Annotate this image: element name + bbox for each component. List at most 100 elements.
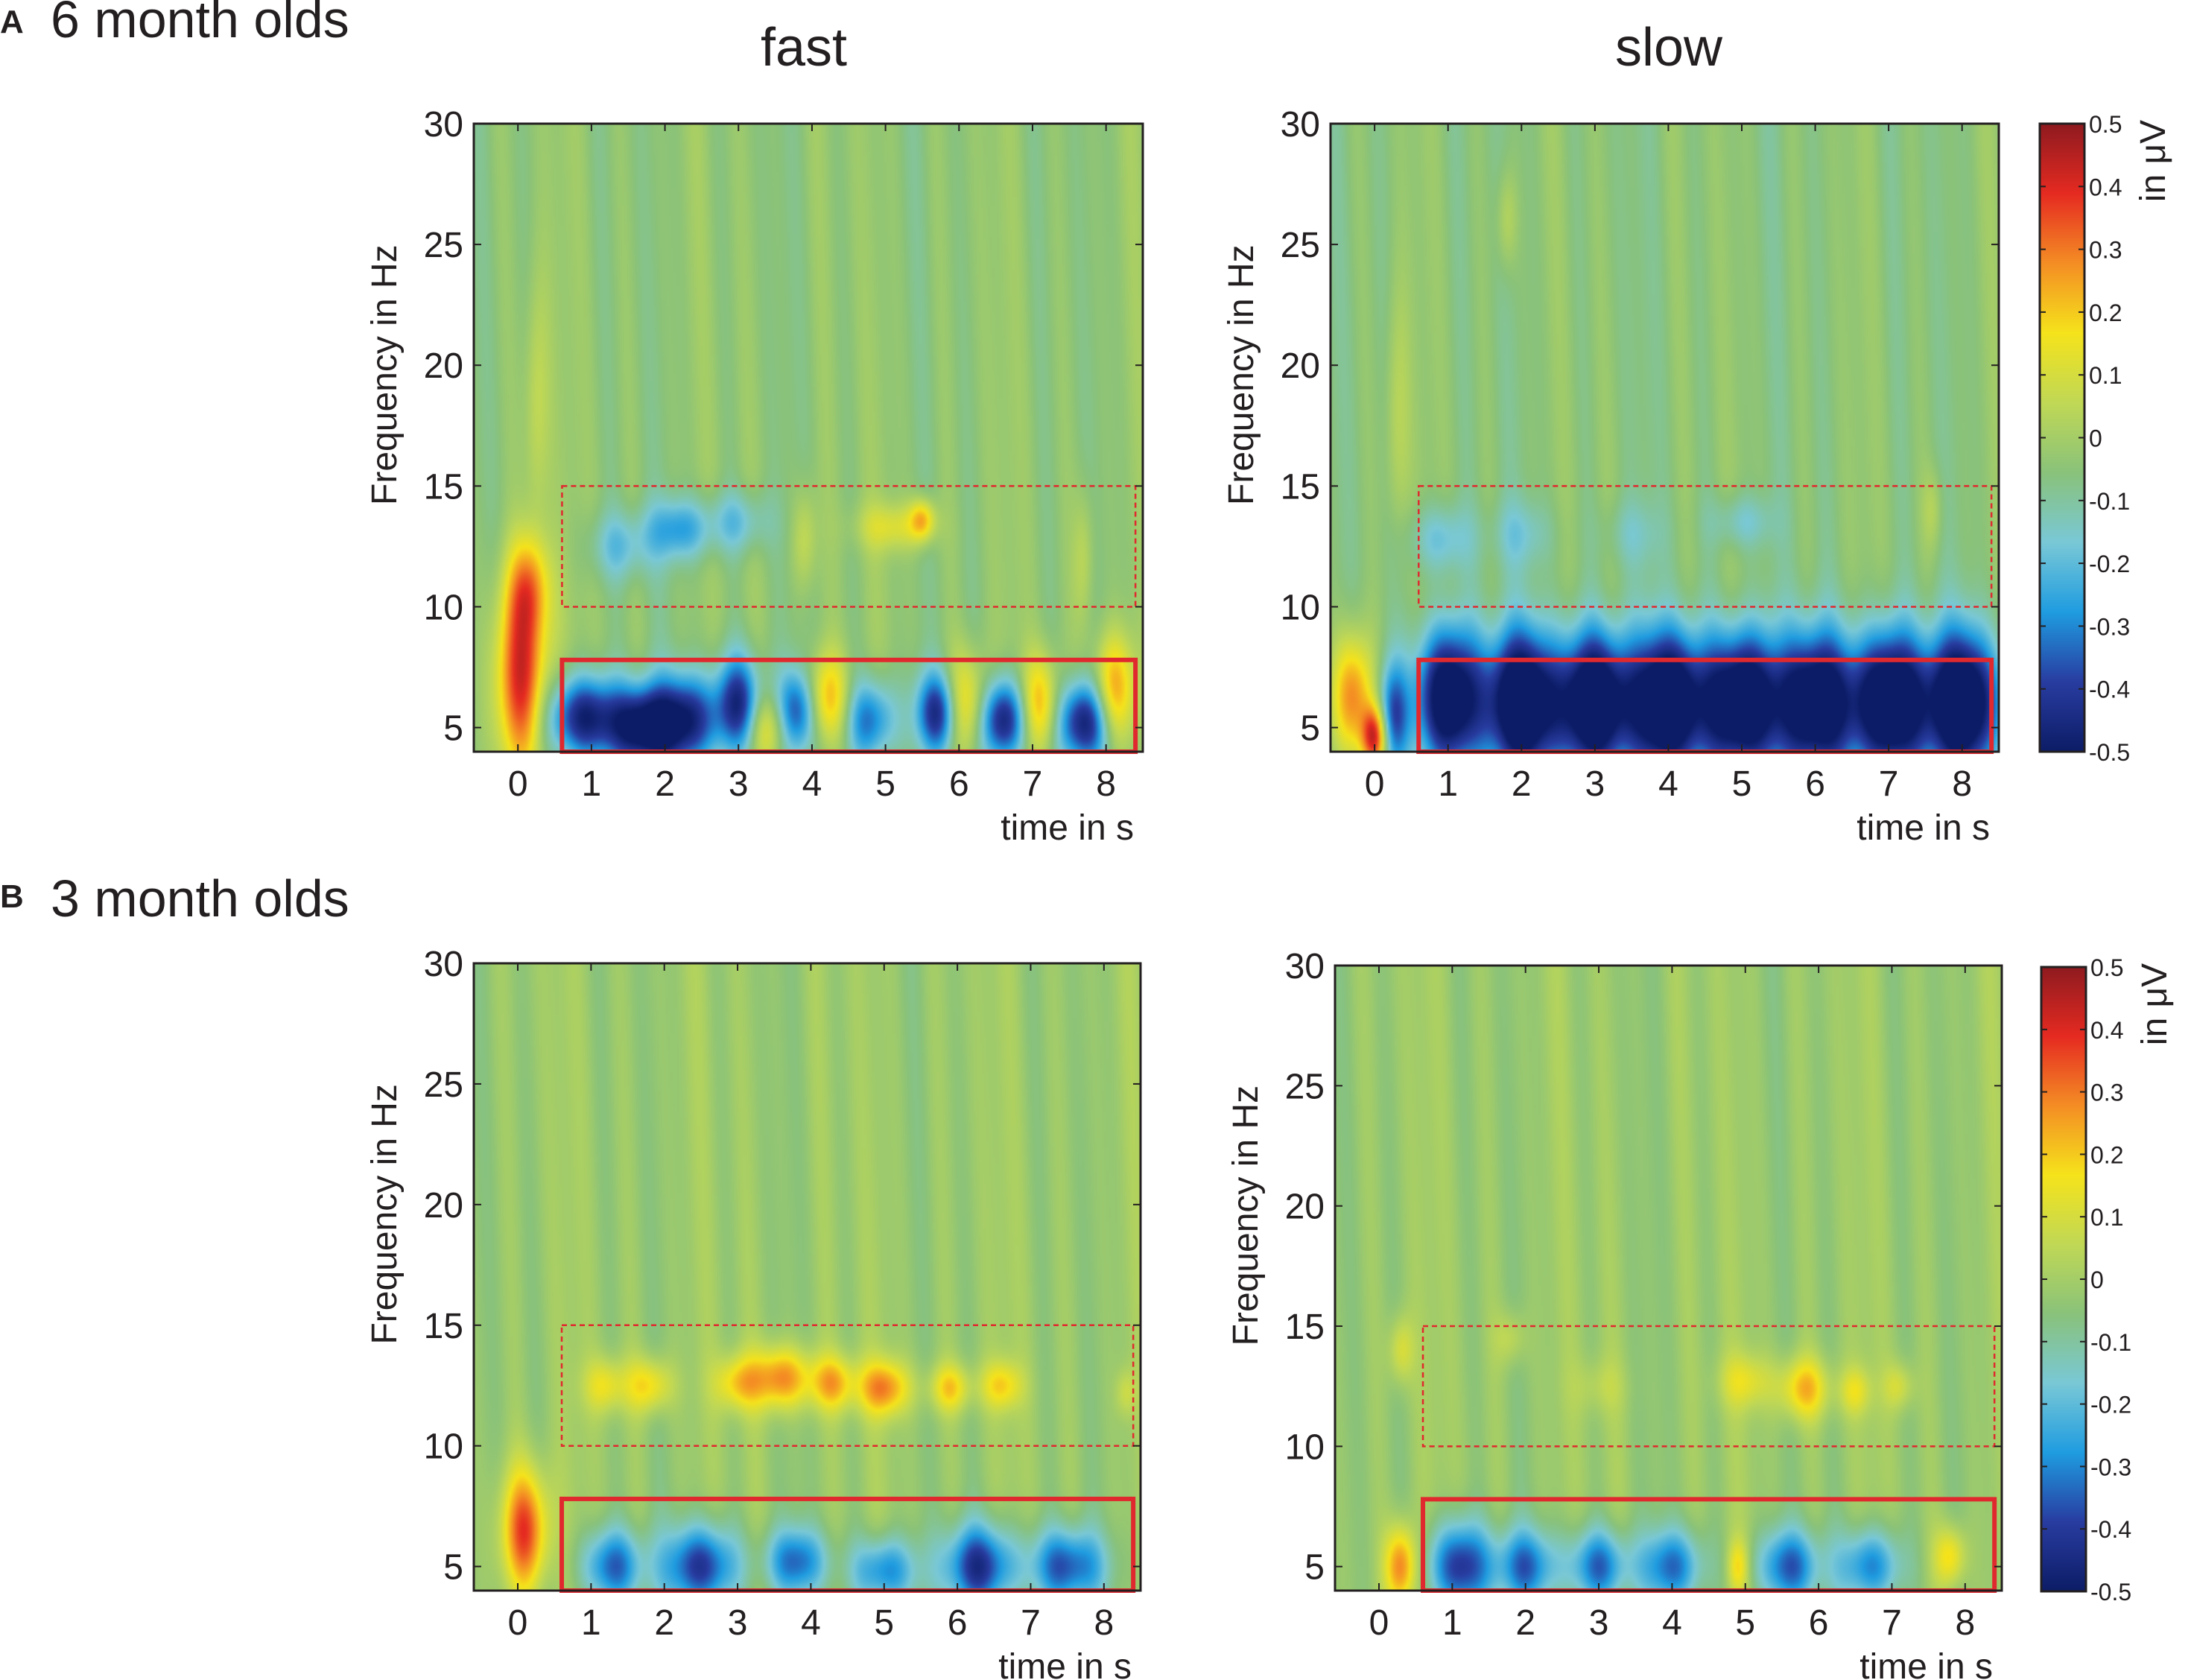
y-tick-label: 5 — [1304, 1548, 1325, 1588]
x-tick-label: 5 — [874, 1603, 894, 1643]
x-tick-label: 7 — [1021, 1603, 1041, 1643]
x-tick-label: 7 — [1882, 1603, 1902, 1643]
colorbar-tick-label: -0.5 — [2090, 1579, 2131, 1605]
x-tick-label: 6 — [1805, 764, 1825, 804]
x-tick-label: 0 — [1365, 764, 1385, 804]
colorbar-tick-label: -0.4 — [2089, 676, 2130, 703]
y-tick-label: 30 — [1285, 947, 1325, 986]
y-tick-label: 15 — [424, 467, 463, 507]
x-tick-label: 0 — [508, 764, 528, 804]
colorbar-gradient — [2040, 966, 2087, 1593]
colorbar-tick-label: -0.3 — [2089, 613, 2130, 640]
roi-alpha-box — [1421, 1325, 1996, 1448]
plot-3mo-fast: 0 1 2 3 4 5 6 7 8 5 10 15 20 25 30 time in s Frequency i… — [365, 945, 1142, 1680]
heatmap-image — [1331, 124, 1999, 752]
colorbar-tick-label: 0.5 — [2089, 111, 2122, 138]
x-tick-label: 3 — [1589, 1603, 1609, 1643]
colorbar-tick-label: -0.5 — [2089, 739, 2130, 766]
plot-3mo-slow: 0 1 2 3 4 5 6 7 8 5 10 15 20 25 30 time in s Frequency i… — [1226, 947, 2003, 1680]
x-tick-label: 4 — [802, 764, 822, 804]
colorbar-tick-label: 0.2 — [2090, 1141, 2123, 1168]
colorbar-panel-a: 0.5 0.4 0.3 0.2 0.1 0 -0.1 -0.2 -0.3 -0.4 -0.5 in μ… — [2038, 111, 2173, 766]
x-tick-label: 1 — [1438, 764, 1458, 804]
column-title-fast: fast — [761, 18, 847, 77]
x-axis-label: time in s — [1857, 808, 1990, 848]
x-tick-label: 5 — [1735, 1603, 1755, 1643]
x-tick-label: 2 — [655, 764, 675, 804]
y-tick-label: 15 — [424, 1307, 463, 1346]
y-axis-label: Frequency in Hz — [365, 1084, 405, 1344]
heatmap-image — [474, 963, 1141, 1591]
heatmap-image — [474, 124, 1143, 752]
x-tick-label: 6 — [1809, 1603, 1829, 1643]
colorbar-tick-label: -0.1 — [2089, 488, 2130, 515]
y-tick-label: 20 — [424, 346, 463, 386]
x-tick-label: 5 — [1732, 764, 1752, 804]
colorbar-label: in μV — [2135, 963, 2175, 1045]
x-tick-label: 7 — [1879, 764, 1899, 804]
y-axis-label: Frequency in Hz — [1222, 244, 1261, 504]
colorbar-tick-label: 0.2 — [2089, 299, 2122, 326]
y-tick-label: 25 — [1281, 226, 1320, 265]
colorbar-tick-label: 0.5 — [2090, 954, 2123, 981]
y-tick-label: 10 — [424, 1427, 463, 1467]
y-tick-label: 30 — [1281, 105, 1320, 145]
colorbar-panel-b: 0.5 0.4 0.3 0.2 0.1 0 -0.1 -0.2 -0.3 -0.4 -0.5 in μ… — [2040, 954, 2175, 1605]
y-tick-label: 5 — [443, 709, 463, 749]
y-tick-label: 10 — [1281, 588, 1320, 627]
y-tick-label: 20 — [1285, 1188, 1325, 1227]
x-tick-label: 1 — [1442, 1603, 1462, 1643]
plot-6mo-fast: 0 1 2 3 4 5 6 7 8 5 10 15 20 25 30 time in s Frequency i… — [365, 105, 1144, 848]
x-tick-label: 1 — [581, 1603, 601, 1643]
plot-6mo-slow: 0 1 2 3 4 5 6 7 8 5 10 15 20 25 30 time in s Frequency i… — [1222, 105, 2000, 848]
y-tick-label: 30 — [424, 945, 463, 984]
x-tick-label: 7 — [1023, 764, 1043, 804]
x-tick-label: 8 — [1094, 1603, 1114, 1643]
colorbar-tick-label: 0.3 — [2090, 1080, 2123, 1106]
y-tick-label: 20 — [424, 1186, 463, 1226]
colorbar-tick-label: 0.3 — [2089, 237, 2122, 264]
column-title-slow: slow — [1615, 18, 1723, 77]
colorbar-tick-label: 0.1 — [2089, 362, 2122, 389]
colorbar-tick-label: -0.1 — [2090, 1329, 2131, 1356]
x-tick-label: 0 — [508, 1603, 528, 1643]
colorbar-tick-label: -0.2 — [2090, 1392, 2131, 1419]
y-tick-label: 15 — [1285, 1307, 1325, 1347]
x-tick-label: 2 — [1512, 764, 1532, 804]
x-tick-label: 4 — [1662, 1603, 1682, 1643]
y-tick-label: 25 — [1285, 1067, 1325, 1106]
colorbar-tick-label: 0.4 — [2090, 1017, 2123, 1044]
x-tick-label: 4 — [801, 1603, 821, 1643]
y-tick-label: 5 — [1300, 709, 1320, 749]
panel-b-title: 3 month olds — [51, 869, 349, 928]
colorbar-tick-label: 0 — [2090, 1267, 2104, 1293]
axes-frame — [472, 962, 1142, 1592]
heatmap-image — [1335, 966, 2002, 1591]
x-tick-label: 3 — [729, 764, 749, 804]
x-tick-label: 5 — [875, 764, 895, 804]
x-tick-label: 3 — [728, 1603, 748, 1643]
colorbar-tick-label: 0 — [2089, 425, 2102, 452]
y-tick-label: 15 — [1281, 467, 1320, 507]
panel-a-letter: A — [0, 4, 24, 40]
x-axis-label: time in s — [998, 1647, 1132, 1680]
y-tick-label: 25 — [424, 226, 463, 265]
x-tick-label: 8 — [1955, 1603, 1975, 1643]
x-tick-label: 8 — [1096, 764, 1116, 804]
y-tick-label: 20 — [1281, 346, 1320, 386]
colorbar-tick-label: 0.4 — [2089, 174, 2122, 200]
roi-alpha-box — [1418, 485, 1993, 608]
panel-b-letter: B — [0, 878, 24, 915]
axes-frame — [472, 122, 1144, 753]
roi-alpha-box — [560, 1324, 1135, 1447]
x-tick-label: 6 — [949, 764, 969, 804]
panel-a-title: 6 month olds — [51, 0, 349, 48]
colorbar-tick-label: -0.4 — [2090, 1516, 2131, 1543]
roi-alpha-box — [561, 485, 1137, 608]
colorbar-label: in μV — [2134, 120, 2173, 202]
y-axis-label: Frequency in Hz — [1226, 1085, 1266, 1345]
x-tick-label: 2 — [654, 1603, 674, 1643]
axes-frame — [1329, 122, 2000, 753]
y-tick-label: 10 — [1285, 1427, 1325, 1467]
